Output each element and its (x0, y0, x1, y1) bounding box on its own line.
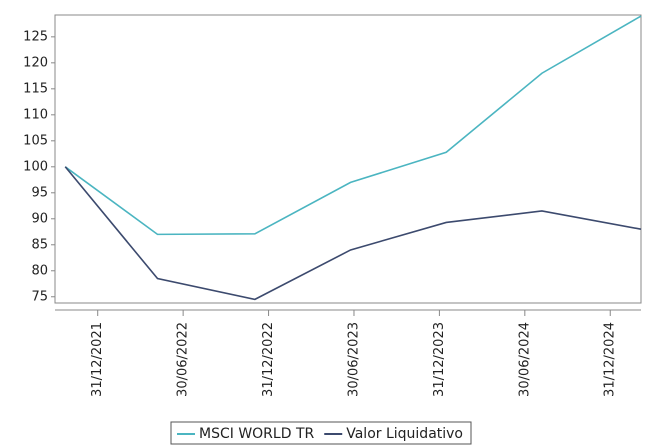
x-tick-label: 31/12/2024 (603, 322, 618, 397)
y-tick-label: 100 (23, 159, 48, 174)
x-tick-label: 30/06/2024 (517, 322, 532, 397)
series-line (64, 166, 642, 301)
legend-box (170, 421, 472, 445)
x-tick-label: 31/12/2021 (90, 322, 105, 397)
legend: MSCI WORLD TR Valor Liquidativo (170, 421, 472, 445)
series-line (64, 15, 642, 236)
y-tick-label: 90 (31, 211, 48, 226)
y-tick-label: 105 (23, 133, 48, 148)
x-tick-label: 30/06/2023 (346, 322, 361, 397)
y-tick-label: 80 (31, 263, 48, 278)
y-tick-label: 75 (31, 289, 48, 304)
y-tick-label: 120 (23, 55, 48, 70)
y-tick-label: 85 (31, 237, 48, 252)
y-tick-label: 115 (23, 81, 48, 96)
legend-label: Valor Liquidativo (346, 426, 463, 442)
x-tick-label: 31/12/2022 (261, 322, 276, 397)
y-tick-label: 125 (23, 29, 48, 44)
x-tick-label: 30/06/2022 (176, 322, 191, 397)
y-tick-label: 110 (23, 107, 48, 122)
x-tick-label: 31/12/2023 (432, 322, 447, 397)
legend-label: MSCI WORLD TR (199, 426, 314, 442)
plot-frame (54, 14, 642, 304)
y-tick-label: 95 (31, 185, 48, 200)
